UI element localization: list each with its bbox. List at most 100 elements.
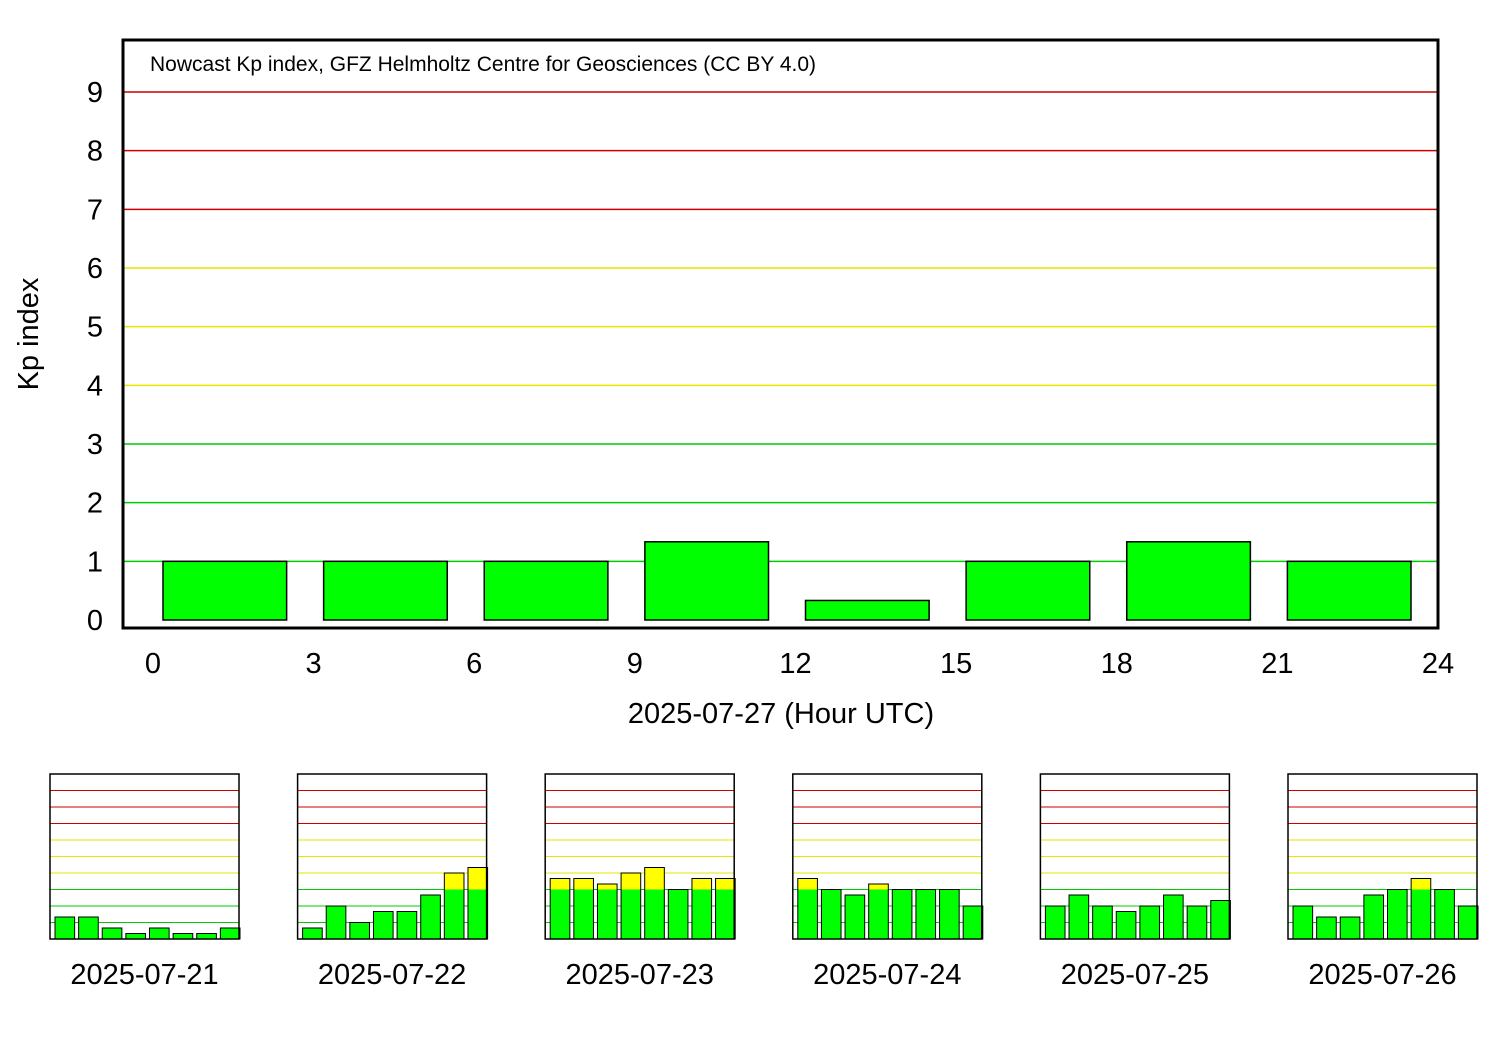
- mini-bar: [1115, 910, 1137, 940]
- main-bar-green: [484, 561, 608, 620]
- mini-bar: [715, 877, 736, 940]
- mini-bar: [868, 883, 889, 940]
- main-x-ticks: 0 3 6 9 12 15 18 21 24: [145, 648, 1454, 680]
- mini-frame: [1287, 773, 1478, 940]
- mini-bar-green: [467, 889, 488, 939]
- mini-bar-yellow: [644, 867, 665, 890]
- y-tick-label: 3: [87, 429, 103, 461]
- mini-bar: [820, 889, 842, 940]
- main-bars: [162, 541, 1412, 621]
- main-plot-frame: [121, 38, 1440, 630]
- main-bar-outline: [322, 560, 448, 621]
- mini-frame: [296, 773, 488, 940]
- mini-bar-green: [1316, 917, 1337, 939]
- main-bar-outline: [483, 560, 609, 621]
- mini-bar-green: [691, 889, 712, 939]
- mini-bar: [1434, 889, 1455, 940]
- main-bar: [162, 560, 288, 621]
- mini-bar-yellow: [868, 884, 889, 890]
- y-tick-label: 9: [87, 77, 103, 109]
- mini-bar: [54, 916, 76, 940]
- mini-chart: 2025-07-24: [792, 773, 984, 991]
- mini-bar-yellow: [550, 878, 570, 890]
- mini-date-label: 2025-07-26: [1308, 959, 1456, 991]
- mini-bar: [396, 910, 418, 940]
- mini-bar-green: [125, 933, 146, 939]
- mini-frame: [792, 773, 983, 940]
- mini-bar: [915, 889, 937, 940]
- mini-bar-yellow: [597, 884, 618, 890]
- mini-bar: [1457, 905, 1479, 940]
- main-bar: [322, 560, 448, 621]
- mini-bar: [1387, 889, 1408, 940]
- mini-bar: [1186, 905, 1208, 940]
- main-bar-outline: [644, 541, 770, 621]
- main-bar: [1286, 560, 1412, 621]
- mini-date-label: 2025-07-25: [1061, 959, 1209, 991]
- x-tick-label: 0: [145, 648, 161, 680]
- mini-bar: [467, 867, 489, 940]
- mini-bar-green: [868, 889, 889, 939]
- y-tick-label: 1: [87, 546, 103, 578]
- mini-bar: [644, 867, 665, 940]
- mini-bar-green: [1210, 900, 1231, 939]
- y-tick-label: 8: [87, 136, 103, 168]
- mini-frame: [1039, 773, 1231, 940]
- y-tick-label: 6: [87, 253, 103, 285]
- mini-bar: [1363, 894, 1384, 940]
- mini-bar: [891, 889, 913, 940]
- mini-bar-green: [1116, 911, 1136, 939]
- y-tick-label: 7: [87, 194, 103, 226]
- mini-bar: [219, 927, 241, 940]
- main-bar-green: [966, 561, 1090, 620]
- y-tick-label: 0: [87, 605, 103, 637]
- x-tick-label: 21: [1261, 648, 1293, 680]
- x-tick-label: 3: [306, 648, 322, 680]
- mini-bar: [349, 922, 370, 940]
- mini-bar: [1068, 894, 1090, 940]
- mini-bar-green: [373, 911, 394, 939]
- previous-days-charts: 2025-07-21 2025-07-22 2025-07-23 2025-07-24…: [49, 773, 1479, 991]
- mini-bar-green: [102, 927, 122, 939]
- mini-date-label: 2025-07-21: [70, 959, 218, 991]
- mini-bar: [667, 889, 689, 940]
- mini-bar-green: [1387, 889, 1408, 939]
- main-bar-outline: [804, 599, 930, 621]
- mini-bar-green: [1092, 906, 1113, 939]
- x-tick-label: 24: [1422, 648, 1454, 680]
- mini-bar-green: [597, 889, 618, 939]
- mini-bar-green: [550, 889, 570, 939]
- mini-bar: [420, 894, 441, 940]
- mini-bar: [1316, 916, 1337, 940]
- mini-bar: [797, 877, 818, 940]
- mini-bar: [596, 883, 618, 940]
- mini-bar: [443, 872, 465, 940]
- mini-bar: [1139, 905, 1161, 940]
- mini-bar-green: [196, 933, 217, 939]
- mini-bar-yellow: [691, 878, 712, 890]
- mini-bar-green: [1434, 889, 1455, 939]
- mini-bar-green: [1411, 889, 1431, 939]
- mini-bar-green: [78, 917, 99, 939]
- mini-bar: [939, 889, 960, 940]
- mini-bar: [1339, 916, 1361, 940]
- mini-bar-green: [821, 889, 842, 939]
- mini-chart: 2025-07-21: [49, 773, 241, 991]
- mini-bar-green: [444, 889, 464, 939]
- mini-bar-green: [1458, 906, 1478, 939]
- y-tick-label: 2: [87, 488, 103, 520]
- mini-bar-yellow: [467, 867, 488, 890]
- x-tick-label: 15: [940, 648, 972, 680]
- mini-bar-green: [644, 889, 665, 939]
- mini-bar-green: [1293, 906, 1313, 939]
- main-bar-green: [1287, 561, 1411, 620]
- mini-chart: 2025-07-22: [296, 773, 489, 991]
- mini-bar: [1410, 877, 1432, 940]
- mini-bar: [844, 894, 866, 940]
- main-bar-outline: [965, 560, 1091, 621]
- mini-bar: [101, 927, 123, 940]
- mini-bar: [691, 877, 713, 940]
- mini-bar-yellow: [621, 873, 641, 890]
